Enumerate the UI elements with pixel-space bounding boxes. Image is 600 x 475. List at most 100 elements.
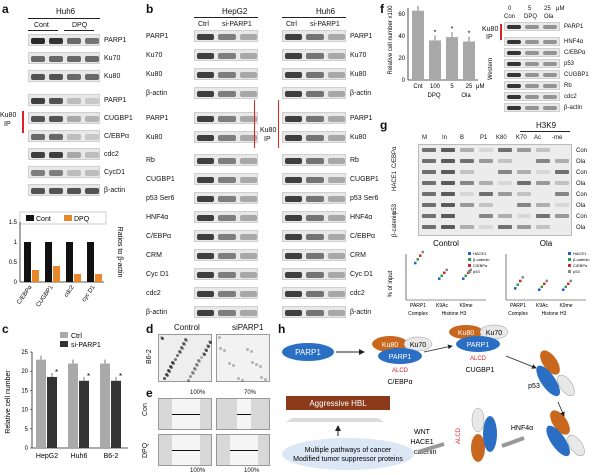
chart-c-bar-2-1 <box>111 380 121 448</box>
panel-a-row-label-8: β-actin <box>104 187 126 194</box>
h-ku70-3 <box>557 374 575 397</box>
panel-f-band-4-1 <box>525 73 539 77</box>
chart-g-point-1-2-3 <box>569 279 572 283</box>
panel-f-ip-bracket <box>500 24 502 40</box>
panel-b-right-blot-12-band-0 <box>285 272 303 278</box>
panel-d-siparp1-cell-13 <box>251 361 254 364</box>
panel-d-siparp1-cell-11 <box>219 347 222 350</box>
panel-g-group-3: β-catenin <box>392 212 398 237</box>
panel-g-band-4-5 <box>517 192 531 196</box>
panel-b-right-label-10: C/EBPα <box>350 233 376 240</box>
panel-g-band-1-0 <box>422 159 436 163</box>
chart-g-point-0-1-0 <box>438 277 441 280</box>
panel-letter-e: e <box>146 386 153 400</box>
chart-c-ytick-2: 10 <box>21 408 28 414</box>
panel-g-band-6-4 <box>498 214 512 218</box>
panel-b-left-blot-6-band-1 <box>218 158 236 164</box>
panel-g-band-1-5 <box>517 159 531 163</box>
chart-f: 0 20 40 60 Cnt * 100 * 5 * 25 μM DPQ Ola Relative cell… <box>388 5 484 99</box>
panel-a-blot-4-band-2 <box>67 116 81 122</box>
panel-f-cond-2: Ola <box>544 14 554 20</box>
panel-b-left-blot-13-band-1 <box>218 291 236 297</box>
panel-g-header: H3K9 <box>536 121 557 130</box>
panel-b-left-blot-10-band-1 <box>218 234 236 240</box>
panel-g-band-7-3 <box>479 225 493 229</box>
panel-g-cond-1: Ola <box>576 159 586 165</box>
panel-b-right-blot-2 <box>282 68 346 80</box>
panel-b-right-blot-12 <box>282 268 346 280</box>
panel-f-band-0-2 <box>543 25 557 29</box>
chart-g-ylabel: % of input <box>388 270 394 297</box>
chart-f-unit: μM <box>476 84 484 90</box>
panel-b-right-cell: Huh6 <box>316 7 336 16</box>
panel-a-row-label-1: Ku70 <box>104 55 121 62</box>
chart-c-sig-0: * <box>55 368 58 377</box>
panel-g-band-0-2 <box>460 148 474 152</box>
chart-c-xtick-2: B6-2 <box>104 453 119 460</box>
panel-b-left-blot-10-band-0 <box>197 234 215 240</box>
chart-c-bar-2-0 <box>100 363 110 448</box>
panel-d-control-cell-36 <box>192 372 195 375</box>
panel-g-lane-2: B <box>460 135 465 141</box>
panel-a-blot-5-band-1 <box>49 134 63 140</box>
chart-g-point-0-0-2 <box>419 254 422 257</box>
chart-g-legend-label-0-0: HACE1 <box>473 251 487 256</box>
panel-b-right-blot-9-band-2 <box>327 215 345 221</box>
panel-b-right-blot-13-band-2 <box>327 291 345 297</box>
panel-b-left-blot-4-band-0 <box>197 116 215 122</box>
panel-b-left-cell: HepG2 <box>222 7 248 16</box>
panel-b-left-blot-4 <box>194 112 258 124</box>
panel-b-left-blot-0-band-2 <box>239 34 257 40</box>
chart-f-bar-1 <box>429 40 441 80</box>
panel-b-left-label-0: PARP1 <box>146 33 169 40</box>
panel-b-left-blot-4-band-1 <box>218 116 236 122</box>
panel-f-band-1-1 <box>525 40 539 44</box>
panel-e: 100% 70% Con DPQ 100% 100% <box>142 386 278 475</box>
panel-b-right-blot-14 <box>282 306 346 318</box>
panel-d-siparp1-cell-8 <box>246 348 249 351</box>
panel-b-left-blot-5-band-1 <box>218 135 236 141</box>
panel-b-right-label-0: PARP1 <box>350 33 373 40</box>
panel-g-cond-0: Con <box>576 148 588 154</box>
h-ku70-2-label: Ku70 <box>486 330 502 337</box>
panel-d-siparp1-cell-1 <box>259 365 262 368</box>
panel-b-left-blot-13 <box>194 287 258 299</box>
chart-f-bar-0 <box>412 10 424 81</box>
panel-f-row-label-6: cdc2 <box>564 94 577 100</box>
chart-g-legend-swatch-1-2 <box>568 264 571 267</box>
panel-b-left-blot-1-band-1 <box>218 53 236 59</box>
chart-f-group-0: DPQ <box>427 93 440 99</box>
panel-b-left-blot-11-band-0 <box>197 253 215 259</box>
panel-a-blot-6-band-3 <box>85 152 99 158</box>
panel-b-left-blot-8-band-1 <box>218 196 236 202</box>
chart-c-legend-swatch-0 <box>60 332 68 338</box>
panel-b-left-blot-0 <box>194 30 258 42</box>
panel-b-right-blot-2-band-0 <box>285 72 303 78</box>
panel-b-right-blot-13 <box>282 287 346 299</box>
panel-e-wound-line-0 <box>172 414 200 415</box>
panel-h-diagram: PARP1 Ku80 Ku70 PARP1 ALCD C/EBPα Ku80 K… <box>282 324 585 470</box>
panel-g-band-0-4 <box>498 148 512 152</box>
h-pathways-line-1: Modified tumor suppressor proteins <box>293 456 403 463</box>
panel-a-blot-2-band-2 <box>67 74 81 80</box>
h-arrow-2 <box>501 436 525 448</box>
h-ku80-2-label: Ku80 <box>458 330 474 337</box>
panel-b-right-label-2: Ku80 <box>350 71 367 78</box>
panel-d-control-cell-13 <box>191 371 194 374</box>
h-ku80-5 <box>471 434 485 462</box>
panel-g-band-0-7 <box>555 148 569 152</box>
panel-f-cond-1: DPQ <box>524 14 538 20</box>
panel-a-blot-8-band-0 <box>31 188 45 194</box>
panel-b-right-cond-0: Ctrl <box>286 21 297 28</box>
panel-d-control-cell-38 <box>166 374 169 377</box>
h-hnf4a-label: HNF4α <box>511 425 533 432</box>
panel-b-left-label-2: Ku80 <box>146 71 163 78</box>
panel-g-lane-0: M <box>422 135 427 141</box>
chart-f-xtick-0: Cnt <box>413 84 423 90</box>
panel-g-band-5-3 <box>479 203 493 207</box>
panel-f-band-0-0 <box>507 25 521 29</box>
chart-a-ytick-2: 1 <box>14 240 18 246</box>
panel-d-siparp1-cell-0 <box>218 336 221 339</box>
panel-a-blot-7-band-2 <box>67 170 81 176</box>
panel-b-left-blot-11 <box>194 249 258 261</box>
